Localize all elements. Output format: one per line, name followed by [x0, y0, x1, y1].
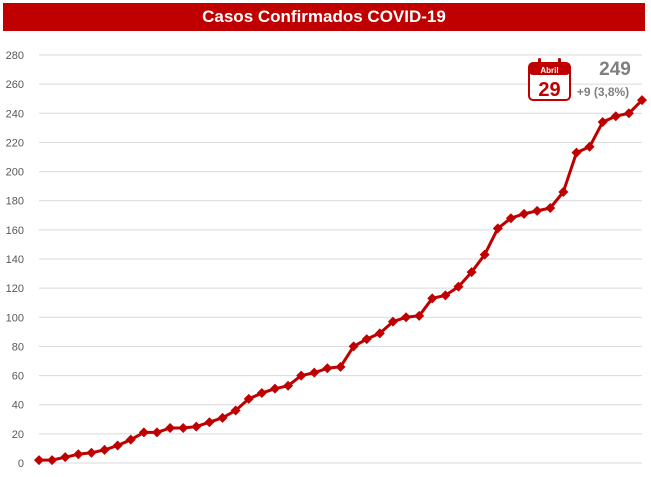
series-line: [39, 99, 644, 462]
data-point: [401, 312, 412, 323]
data-point: [204, 417, 215, 428]
y-tick-label: 200: [6, 167, 24, 179]
data-point: [283, 380, 294, 391]
y-tick-label: 280: [6, 50, 24, 62]
y-tick-label: 220: [6, 137, 24, 149]
data-point: [309, 367, 320, 378]
data-point: [479, 249, 490, 260]
data-point: [230, 405, 241, 416]
data-point: [112, 440, 123, 451]
y-tick-label: 20: [12, 429, 24, 441]
y-tick-label: 80: [12, 341, 24, 353]
data-point: [466, 267, 477, 278]
calendar-ring-left: [538, 58, 541, 66]
data-point: [545, 203, 556, 213]
data-point: [453, 281, 464, 292]
latest-delta: +9 (3,8%): [577, 85, 629, 99]
data-point: [505, 213, 516, 224]
data-point: [361, 334, 372, 345]
y-tick-label: 40: [12, 400, 24, 412]
data-point: [492, 223, 503, 234]
data-point: [60, 452, 71, 463]
data-point: [427, 293, 438, 304]
y-tick-label: 180: [6, 196, 24, 208]
data-point: [440, 290, 451, 301]
y-tick-label: 120: [6, 283, 24, 295]
data-point: [584, 141, 595, 152]
data-point: [558, 186, 569, 197]
data-point: [256, 388, 267, 399]
data-point: [387, 316, 398, 327]
data-point: [178, 423, 189, 434]
calendar-header: [529, 63, 570, 75]
series-case-count: [34, 95, 647, 466]
data-point: [47, 455, 58, 466]
data-point: [86, 447, 97, 458]
y-tick-label: 140: [6, 254, 24, 266]
data-point: [519, 208, 530, 219]
data-point: [532, 205, 543, 216]
y-tick-label: 260: [6, 79, 24, 91]
data-point: [217, 412, 228, 423]
data-point: [165, 423, 176, 434]
data-point: [610, 111, 621, 122]
data-point: [191, 421, 202, 432]
data-point: [335, 361, 346, 372]
data-point: [623, 108, 634, 119]
data-point: [73, 449, 84, 460]
data-point: [296, 370, 307, 381]
calendar-icon: Abril 29: [528, 58, 571, 101]
data-point: [414, 310, 425, 321]
y-tick-label: 0: [18, 458, 24, 470]
data-point: [151, 427, 162, 438]
latest-total: 249: [599, 59, 631, 80]
data-point: [571, 147, 582, 158]
y-axis-tick-labels: 0 20 40 60 80 100 120 140 160 180 200 220 240 260 280: [6, 50, 24, 470]
data-point: [34, 455, 44, 466]
calendar-day: 29: [538, 79, 560, 101]
latest-value-badge: Abril 29 249 +9 (3,8%): [528, 58, 631, 101]
y-tick-label: 60: [12, 371, 24, 383]
chart-title: Casos Confirmados COVID-19: [202, 7, 446, 26]
title-bar: Casos Confirmados COVID-19: [3, 3, 645, 31]
data-point: [348, 341, 359, 352]
data-point: [99, 444, 110, 455]
data-point: [243, 393, 254, 404]
data-point: [637, 95, 647, 106]
data-point: [374, 328, 385, 339]
calendar-ring-right: [558, 58, 561, 66]
y-tick-label: 100: [6, 312, 24, 324]
data-point: [269, 383, 280, 394]
data-point: [138, 427, 149, 438]
title-background: [3, 3, 645, 31]
calendar-month: Abril: [540, 66, 558, 75]
data-point: [597, 117, 608, 128]
gridlines: [39, 54, 642, 464]
y-tick-label: 160: [6, 225, 24, 237]
y-tick-label: 240: [6, 108, 24, 120]
data-point: [125, 434, 136, 445]
data-point: [322, 363, 333, 374]
